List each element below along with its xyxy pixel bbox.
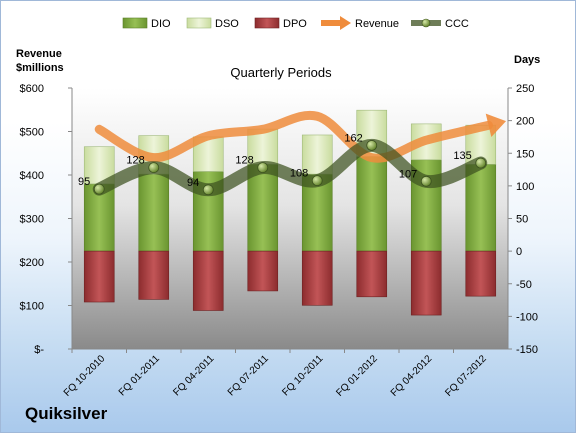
legend-label: DIO	[151, 18, 171, 30]
bar-dpo	[356, 250, 388, 298]
ccc-data-label: 107	[399, 168, 417, 180]
right-tick-label: 250	[516, 83, 534, 95]
chart-title: Quarterly Periods	[230, 65, 332, 80]
left-axis-label-line1: Revenue	[16, 48, 62, 60]
right-tick-label: -100	[516, 311, 538, 323]
left-tick-label: $300	[20, 214, 44, 226]
category-label: FQ 07-2012	[443, 353, 489, 399]
right-tick-label: 150	[516, 148, 534, 160]
legend-swatch	[254, 17, 280, 29]
ccc-line	[92, 138, 488, 197]
ccc-data-label: 95	[78, 176, 90, 188]
bar-dpo	[192, 250, 224, 311]
right-tick-label: 0	[516, 246, 522, 258]
ccc-point	[202, 184, 214, 196]
left-tick-label: $600	[20, 83, 44, 95]
bar-dio	[138, 173, 170, 252]
ccc-data-label: 162	[344, 132, 362, 144]
ccc-point	[475, 157, 487, 169]
bar-dso	[301, 134, 333, 175]
ccc-point	[148, 162, 160, 174]
left-tick-label: $100	[20, 301, 44, 313]
legend-swatch	[122, 17, 148, 29]
left-tick-label: $500	[20, 127, 44, 139]
bar-dpo	[301, 250, 333, 306]
bar-dpo	[138, 250, 170, 300]
legend-swatch	[186, 17, 212, 29]
ccc-point	[420, 175, 432, 187]
legend-label: Revenue	[355, 18, 399, 30]
legend-dot	[421, 18, 431, 28]
bar-dio	[356, 156, 388, 252]
ccc-data-label: 128	[235, 155, 253, 167]
plot-area	[72, 88, 508, 349]
bar-dpo	[247, 250, 279, 292]
legend-item-dso: DSO	[186, 17, 239, 30]
category-label: FQ 01-2011	[117, 353, 162, 398]
bar-dpo	[465, 250, 497, 297]
legend-label: DPO	[283, 18, 307, 30]
bar-dio	[247, 164, 279, 252]
right-tick-label: 100	[516, 181, 534, 193]
category-label: FQ 04-2012	[389, 353, 435, 399]
ccc-data-label: 128	[126, 155, 144, 167]
legend-label: DSO	[215, 18, 239, 30]
right-tick-label: 50	[516, 214, 528, 226]
legend-label: CCC	[445, 18, 469, 30]
legend-arrowhead	[340, 16, 351, 30]
ccc-point	[257, 162, 269, 174]
category-label: FQ 04-2011	[171, 353, 216, 398]
left-axis-label-line2: $millions	[16, 62, 64, 74]
legend-item-dpo: DPO	[254, 17, 307, 30]
bar-dpo	[410, 250, 442, 316]
left-tick-label: $200	[20, 257, 44, 269]
legend-item-dio: DIO	[122, 17, 171, 30]
revenue-arrowhead	[485, 113, 507, 137]
ccc-point	[93, 183, 105, 195]
category-label: FQ 01-2012	[334, 353, 380, 399]
legend-item-revenue: Revenue	[321, 16, 399, 30]
line-layer: 95 128 94 128 108 162 107 135	[78, 110, 507, 197]
category-label: FQ 10-2010	[62, 353, 108, 399]
bar-layer	[83, 109, 497, 316]
ccc-data-label: 94	[187, 177, 199, 189]
right-tick-label: 200	[516, 116, 534, 128]
legend: DIO DSO DPO Revenue CCC	[122, 16, 469, 30]
bar-dpo	[83, 250, 115, 303]
legend-item-ccc: CCC	[411, 18, 469, 30]
revenue-line	[94, 110, 494, 163]
category-label: FQ 07-2011	[226, 353, 271, 398]
left-tick-label: $-	[34, 344, 44, 356]
right-tick-label: -150	[516, 344, 538, 356]
right-axis-label: Days	[514, 54, 540, 66]
category-label: FQ 10-2011	[280, 353, 325, 398]
right-tick-label: -50	[516, 279, 532, 291]
left-tick-label: $400	[20, 170, 44, 182]
ccc-data-label: 135	[453, 150, 471, 162]
bar-dio	[465, 164, 497, 252]
ccc-data-label: 108	[290, 168, 308, 180]
ccc-point	[311, 175, 323, 187]
company-name: Quiksilver	[25, 404, 108, 423]
ccc-point	[366, 140, 378, 151]
